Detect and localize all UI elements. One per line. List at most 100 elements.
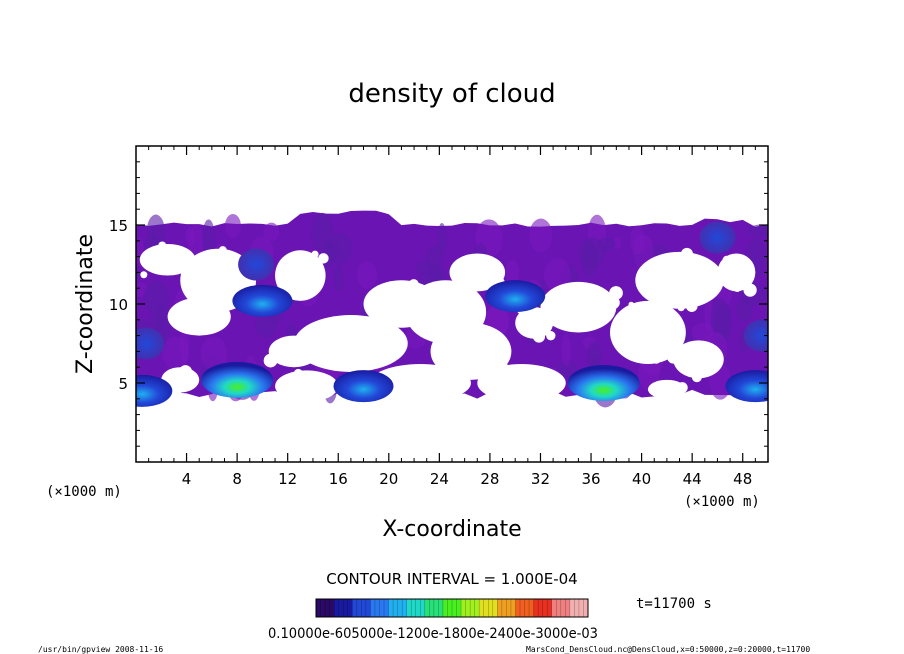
x-tick-label: 8 — [232, 470, 242, 488]
colorbar-segment — [361, 599, 367, 617]
clear-region-edge — [158, 241, 167, 250]
y-axis-ticks: 5 10 15 — [109, 161, 768, 447]
clear-region-edge — [478, 337, 487, 346]
colorbar-segment — [515, 599, 521, 617]
cloud-texture — [437, 223, 447, 255]
cloud-texture — [557, 360, 577, 379]
clear-region-edge — [628, 301, 634, 308]
clear-region — [294, 315, 408, 372]
cloud-texture — [202, 219, 215, 257]
colorbar-segment — [347, 599, 353, 617]
clear-region-edge — [293, 368, 303, 378]
colorbar-segment — [551, 599, 557, 617]
cloud-texture — [179, 326, 190, 364]
colorbar-segment — [488, 599, 494, 617]
clear-region — [167, 297, 231, 336]
clear-region-edge — [178, 326, 183, 332]
clear-region-edge — [590, 286, 603, 299]
clear-region-edge — [535, 316, 544, 325]
colorbar-segment — [529, 599, 535, 617]
clear-region-edge — [732, 274, 737, 279]
clear-region-edge — [691, 372, 702, 383]
colorbar-segment — [583, 599, 589, 617]
colorbar-segment — [388, 599, 394, 617]
clear-region-edge — [680, 247, 693, 260]
clear-region-edge — [444, 313, 452, 322]
clear-region-edge — [173, 304, 187, 317]
colorbar-segment — [329, 599, 335, 617]
x-axis-label: X-coordinate — [382, 517, 521, 542]
colorbar-segment — [461, 599, 467, 617]
colorbar-segment — [397, 599, 403, 617]
colorbar-segment — [556, 599, 562, 617]
x-tick-label: 12 — [278, 470, 297, 488]
colorbar-segment — [424, 599, 430, 617]
x-tick-label: 20 — [379, 470, 398, 488]
clear-region-edge — [712, 356, 720, 363]
colorbar-segment — [393, 599, 399, 617]
cloud-maximum — [232, 284, 293, 317]
cloud-texture — [334, 264, 344, 293]
clear-region-edge — [443, 283, 457, 297]
x-tick-label: 28 — [480, 470, 499, 488]
colorbar-segment — [565, 599, 571, 617]
chart-title: density of cloud — [348, 79, 555, 109]
clear-region-edge — [541, 303, 548, 311]
clear-region-edge — [546, 330, 556, 341]
colorbar-labels: 0.10000e-605000e-1200e-1800e-2400e-3000e… — [268, 626, 598, 642]
colorbar-segment — [501, 599, 507, 617]
clear-region-edge — [606, 296, 620, 310]
cloud-texture — [415, 261, 435, 275]
clear-region-edge — [315, 330, 325, 339]
cloud-texture — [263, 222, 280, 241]
clear-region-edge — [743, 283, 757, 297]
colorbar-segment — [406, 599, 412, 617]
clear-region-edge — [391, 324, 397, 330]
cloud-maximum — [136, 327, 165, 360]
colorbar-segment — [560, 599, 566, 617]
clear-region-edge — [667, 294, 676, 303]
cloud-texture — [710, 298, 731, 338]
cloud-texture — [148, 313, 165, 331]
clear-region-edge — [157, 249, 170, 262]
colorbar-segment — [374, 599, 380, 617]
colorbar-segment — [520, 599, 526, 617]
x-axis-unit-right: (×1000 m) — [684, 494, 760, 510]
cloud-maximum — [485, 280, 546, 313]
clear-region-edge — [529, 368, 540, 379]
x-tick-label: 4 — [182, 470, 192, 488]
clear-region-edge — [210, 280, 216, 285]
colorbar-segment — [465, 599, 471, 617]
clear-region-edge — [288, 390, 294, 396]
colorbar-segment — [547, 599, 553, 617]
colorbar-segment — [510, 599, 516, 617]
cloud-texture — [529, 218, 553, 253]
clear-region-edge — [321, 376, 334, 389]
cloud-texture — [747, 224, 768, 237]
cloud-texture — [143, 280, 169, 315]
clear-region-edge — [647, 319, 659, 331]
clear-region-edge — [458, 322, 469, 334]
cloud-texture — [597, 237, 616, 251]
clear-region-edge — [140, 271, 148, 279]
cloud-maximum — [201, 361, 274, 398]
clear-region-edge — [685, 300, 698, 312]
colorbar — [315, 599, 589, 617]
colorbar-segment — [415, 599, 421, 617]
colorbar-segment — [497, 599, 503, 617]
clear-region — [430, 322, 512, 380]
colorbar-segment — [492, 599, 498, 617]
clear-region — [369, 364, 471, 402]
clear-region-edge — [417, 329, 423, 335]
colorbar-segment — [352, 599, 358, 617]
x-tick-label: 48 — [733, 470, 752, 488]
clear-region-edge — [657, 389, 670, 402]
colorbar-segment — [506, 599, 512, 617]
clear-region-edge — [318, 253, 329, 264]
clear-region-edge — [263, 353, 278, 368]
cloud-texture — [255, 312, 278, 339]
cloud-texture — [581, 240, 598, 278]
cloud-maximum — [567, 365, 640, 401]
clear-region-edge — [463, 339, 469, 345]
colorbar-segment — [470, 599, 476, 617]
